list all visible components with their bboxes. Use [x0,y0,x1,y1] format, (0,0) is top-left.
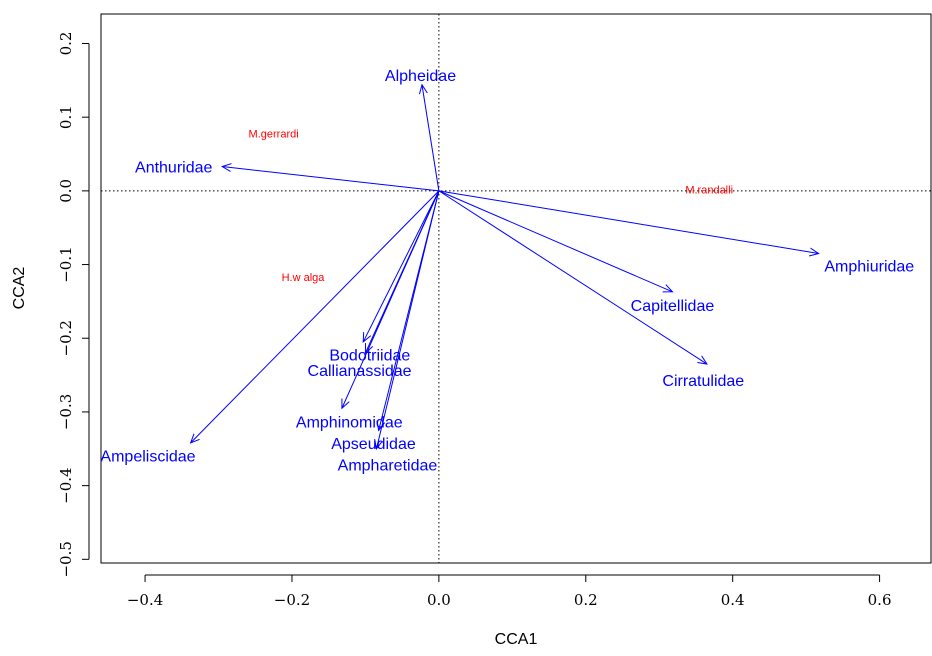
species-vector [438,190,673,292]
y-tick-label: −0.4 [57,467,75,503]
x-axis-title: CCA1 [495,631,538,648]
x-axis: −0.4 −0.2 0.0 0.2 0.4 0.6 [127,574,892,609]
species-label: Alpheidae [385,68,456,85]
species-label: Capitellidae [631,298,715,315]
y-tick-label: 0.1 [57,105,75,129]
species-vector [438,190,819,254]
species-label: Ampeliscidae [100,448,195,465]
species-label: Anthuridae [135,160,212,177]
species-vector [191,190,440,443]
x-tick-label: −0.2 [274,591,310,609]
species-label: Ampharetidae [338,457,438,474]
y-tick-label: −0.3 [57,394,75,430]
species-label: Bodotriidae [329,347,410,364]
plot-frame [100,13,932,564]
species-vectors: Alpheidae Anthuridae Amphiuridae Capitellid… [100,68,914,474]
site-label: H.w alga [282,272,326,284]
x-tick-label: 0.6 [868,591,892,609]
reference-lines [101,14,931,563]
y-tick-label: −0.5 [57,541,75,577]
species-label: Amphinomidae [296,415,403,432]
species-vector [342,190,440,408]
x-tick-label: 0.4 [721,591,745,609]
species-vector [222,167,439,192]
species-label: Callianassidae [308,363,412,380]
species-vector [363,190,440,342]
species-label: Amphiuridae [824,258,914,275]
site-labels: M.gerrardi M.randalli H.w alga [249,128,733,284]
species-vector [438,190,707,364]
y-tick-label: −0.2 [57,320,75,356]
y-axis-title: CCA2 [11,267,28,310]
species-label: Apseudidae [331,436,416,453]
x-tick-label: −0.4 [127,591,163,609]
site-label: M.gerrardi [249,128,299,140]
species-vector [376,190,440,449]
x-tick-label: 0.2 [574,591,598,609]
y-tick-label: 0.0 [57,179,75,203]
species-label: Cirratulidae [662,373,744,390]
species-vector [422,85,440,191]
site-label: M.randalli [685,184,733,196]
y-tick-label: 0.2 [57,32,75,56]
y-axis: −0.5 −0.4 −0.3 −0.2 −0.1 0.0 0.1 0.2 [57,32,90,578]
y-tick-label: −0.1 [57,246,75,282]
x-tick-label: 0.0 [427,591,451,609]
